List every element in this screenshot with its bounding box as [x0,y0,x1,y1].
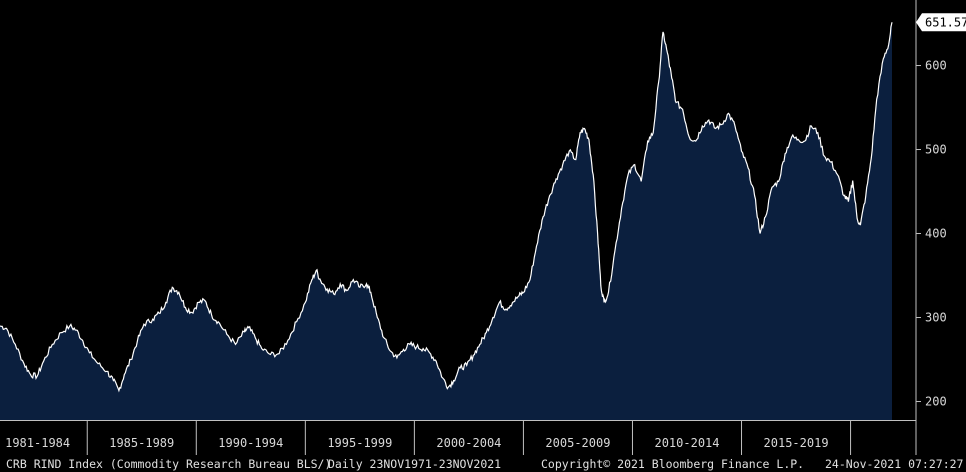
last-value-label: 651.57 [925,16,966,30]
x-tick-label: 2005-2009 [545,436,610,450]
plot-area [0,22,893,420]
x-tick-label: 2010-2014 [654,436,719,450]
y-tick-label: 500 [925,143,947,157]
y-tick-label: 400 [925,227,947,241]
last-value-marker [916,13,966,32]
footer-copyright: Copyright© 2021 Bloomberg Finance L.P. [541,457,805,471]
y-tick-label: 200 [925,395,947,409]
x-tick-label: 1981-1984 [5,436,70,450]
series-line [0,22,893,393]
series-area-fill [0,22,892,420]
footer-range: Daily 23NOV1971-23NOV2021 [328,457,502,471]
footer-timestamp: 24-Nov-2021 07:27:27 [825,457,964,471]
last-value-tag: 651.57 [916,13,966,32]
footer-title: CRB RIND Index (Commodity Research Burea… [6,457,332,471]
y-tick-label: 600 [925,59,947,73]
x-tick-label: 1990-1994 [218,436,283,450]
y-tick-label: 300 [925,311,947,325]
x-tick-label: 1995-1999 [327,436,392,450]
chart-canvas: 200 300 400 500 600 1981-1984 1985-1989 1990-1… [0,0,966,455]
x-tick-label: 2015-2019 [764,436,829,450]
x-axis: 1981-1984 1985-1989 1990-1994 1995-1999 2000… [0,420,916,455]
chart-footer: CRB RIND Index (Commodity Research Burea… [0,455,966,472]
x-tick-label: 1985-1989 [109,436,174,450]
x-tick-label: 2000-2004 [436,436,501,450]
y-axis: 200 300 400 500 600 [915,0,947,455]
